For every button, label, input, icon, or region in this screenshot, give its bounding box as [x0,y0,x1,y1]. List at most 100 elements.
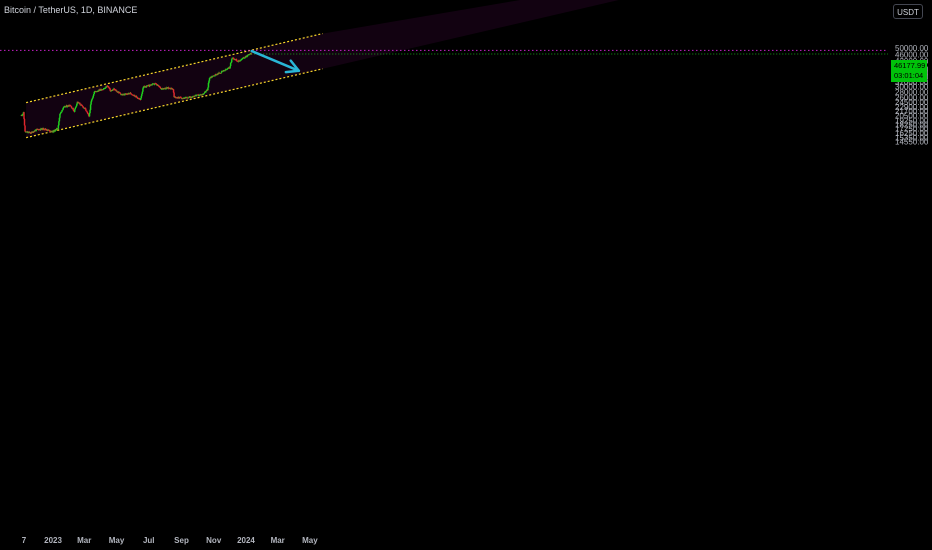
overlay-layer [0,49,888,74]
candle [67,104,70,107]
candle-body [136,96,138,98]
last-price-value: 46177.99 [894,61,926,70]
candle-body [77,101,79,103]
candle [70,105,72,107]
y-tick-label: 46000.00 [895,50,929,59]
candle-body [45,129,48,131]
candle [21,114,24,117]
candle [88,112,91,117]
y-tick-label: 22900.00 [895,103,929,112]
candle-body [55,128,57,131]
candle-body [216,74,219,76]
candle [119,92,121,94]
candle-body [128,93,131,95]
candle-body [133,94,136,96]
candle-body [81,105,84,107]
candle [218,72,221,74]
candle-body [180,97,182,98]
y-tick-label: 30000.00 [895,83,929,92]
candle [208,77,211,82]
candle-body [99,90,101,91]
candle-body [202,93,205,95]
candle-body [88,113,91,117]
candle-body [47,129,50,131]
candle-body [75,106,77,108]
candle [74,107,77,111]
candle-body [141,93,143,96]
candle [172,88,174,90]
candle-body [207,82,210,88]
candle [147,84,150,87]
channel-layer [25,0,619,139]
candle-body [57,128,59,130]
candle-body [197,94,200,96]
candle-body [140,98,142,100]
projection-arrow-head [284,59,301,74]
candle [195,95,198,97]
candle-body [156,84,159,86]
candle-body [93,91,96,94]
candle-body [228,67,231,69]
candle-body [86,111,89,114]
candle-body [242,57,244,59]
candle-body [84,107,87,109]
candle-body [92,95,94,98]
y-tick-label: 16250.00 [895,129,929,138]
candle-body [23,118,26,126]
candle-body [67,105,70,107]
candle-body [75,105,78,107]
candle-body [171,88,173,90]
candle-body [32,131,35,133]
candle-body [220,71,223,73]
candle-body [191,96,194,98]
channel-upper-line [25,32,323,104]
candle-body [170,87,173,89]
candle-body [151,84,153,86]
channel-fill [26,0,619,138]
candle-body [173,92,175,98]
candle-body [118,92,121,93]
x-tick-label: May [302,536,318,545]
candle-body [208,80,210,83]
candle-body [119,93,122,95]
candle-body [160,88,163,90]
candle-body [110,90,112,92]
candle-body [49,130,51,132]
candle [69,104,72,107]
candle-body [142,86,145,89]
candle-body [89,104,92,110]
candle-body [246,55,249,57]
currency-button[interactable]: USDT [893,4,923,19]
x-tick-label: May [109,536,125,545]
candle-body [141,91,144,94]
candle-body [226,69,228,70]
candle-body [82,106,84,108]
candle [65,106,67,108]
candle-body [112,89,115,91]
candle-body [29,131,31,133]
candle-body [178,97,181,99]
candle [62,107,64,111]
candle-body [91,98,93,100]
candle [84,107,87,109]
y-tick-label: 18250.00 [895,120,929,129]
candle [230,58,233,63]
candle-body [209,77,211,79]
time-axis[interactable]: 7 2023 Mar May Jul Sep Nov 2024 Mar May [22,536,318,545]
candle [76,103,78,107]
candle [24,125,26,132]
x-tick-label: Mar [77,536,91,545]
candle-body [70,106,73,108]
candle-body [169,88,171,89]
candle-body [205,91,207,93]
candles-layer [20,52,253,134]
candle-body [142,88,144,92]
x-tick-label: 2023 [44,536,62,545]
candle [59,113,61,119]
x-tick-label: 2024 [237,536,255,545]
candle [23,111,25,120]
candle-body [42,128,45,130]
candle-body [239,60,242,61]
y-tick-label: 15350.00 [895,133,929,142]
